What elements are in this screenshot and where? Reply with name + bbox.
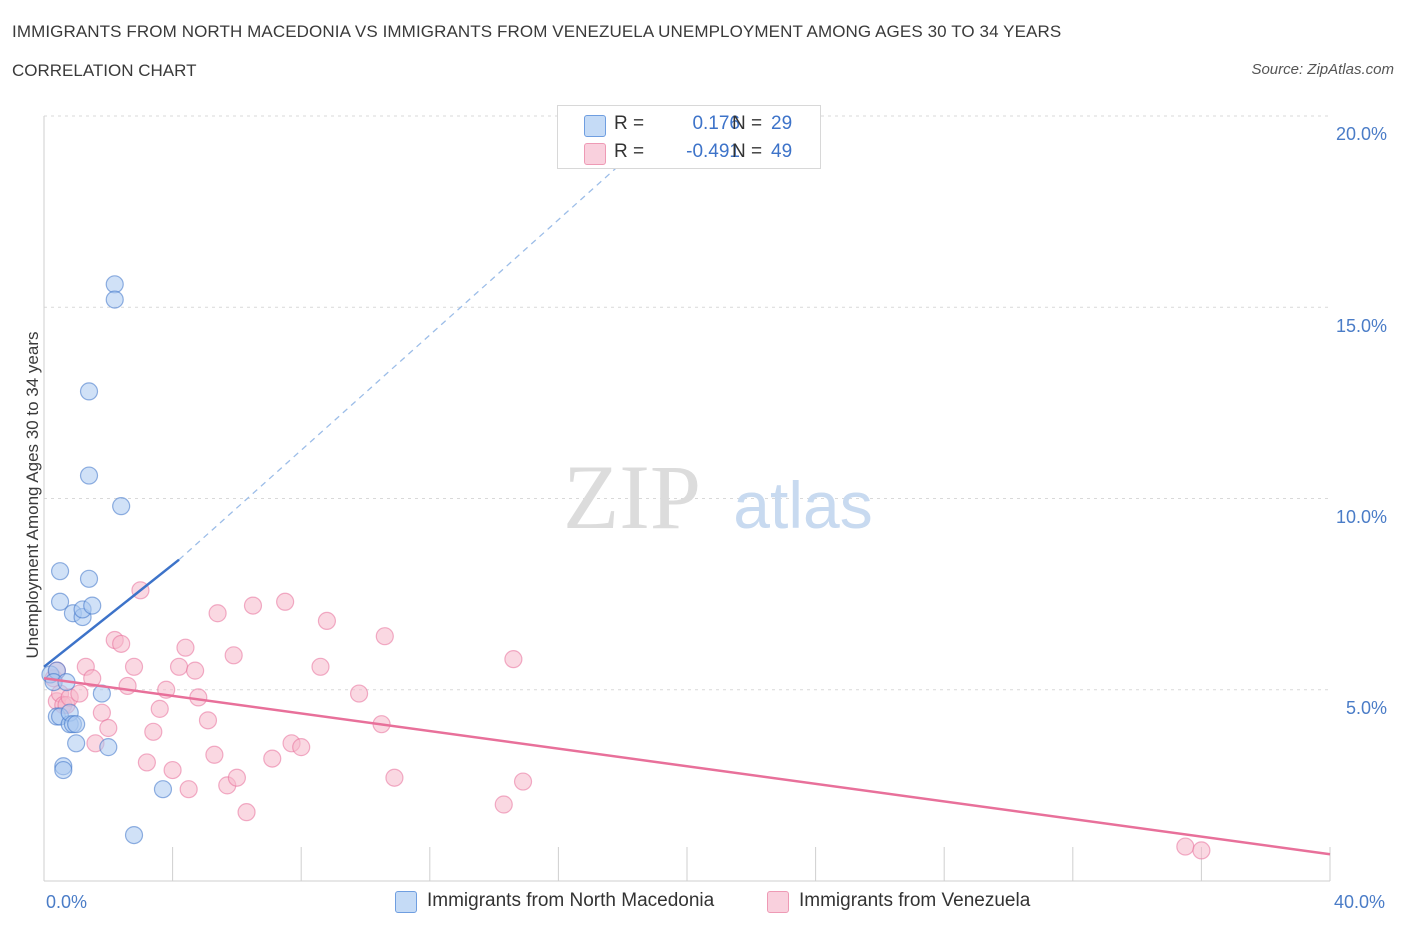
series-north-macedonia-points [41,275,173,845]
y-tick-label-15: 15.0% [1336,316,1388,336]
venezuela-point [1176,837,1195,856]
venezuela-point [176,638,195,657]
venezuela-point [227,768,246,787]
gridlines [44,115,1330,691]
venezuela-point [208,604,227,623]
legend-n-label: N = [732,141,763,162]
venezuela-point [243,596,263,615]
series-venezuela-points [44,581,1211,860]
north-macedonia-point [99,738,118,757]
bottom-legend-swatch-pink [767,891,789,913]
north-macedonia-point [54,760,73,780]
x-tick-label-min: 0.0% [46,892,88,912]
venezuela-point [150,699,169,718]
bottom-legend-label: Immigrants from North Macedonia [427,890,715,911]
venezuela-point [1192,841,1211,860]
legend-n-value: 49 [771,141,793,162]
venezuela-point [137,753,156,772]
venezuela-point [144,722,163,741]
north-macedonia-point [79,382,99,401]
venezuela-point [385,768,404,787]
venezuela-point [198,711,218,730]
legend-n-label: N = [732,113,763,134]
venezuela-point [263,749,282,768]
venezuela-point [513,772,533,791]
north-macedonia-point [67,715,86,734]
north-macedonia-point [105,290,124,309]
legend-r-value: -0.491 [686,141,740,162]
venezuela-point [311,657,330,676]
x-tick-label-max: 40.0% [1334,892,1386,912]
chart-title: IMMIGRANTS FROM NORTH MACEDONIA VS IMMIG… [12,22,1062,41]
venezuela-point [83,669,102,688]
venezuela-point [99,718,118,738]
venezuela-point [292,738,311,757]
y-tick-label-5: 5.0% [1346,698,1388,718]
chart-subtitle: CORRELATION CHART [12,61,197,80]
venezuela-point [349,684,369,703]
legend-r-value: 0.176 [692,113,740,134]
legend-swatch-pink [584,143,606,165]
venezuela-point [124,657,144,676]
axes [43,116,1331,882]
north-macedonia-point [67,734,86,753]
venezuela-point [276,592,295,611]
venezuela-point [70,684,89,703]
north-macedonia-point [124,825,144,845]
venezuela-point [92,703,111,722]
venezuela-point [494,795,513,814]
bottom-legend-label: Immigrants from Venezuela [799,890,1031,911]
source-label: Source: ZipAtlas.com [1251,61,1394,78]
north-macedonia-point [79,569,99,588]
venezuela-point [163,760,182,780]
y-axis-label: Unemployment Among Ages 30 to 34 years [23,331,42,659]
venezuela-point [375,627,394,646]
north-macedonia-point [105,275,124,294]
trend-lines [43,115,1331,856]
legend-r-label: R = [614,113,645,134]
venezuela-point [186,661,205,680]
venezuela-point [237,803,256,822]
legend-swatch-blue [584,115,606,137]
legend-r-label: R = [614,141,645,162]
venezuela-point [118,676,137,696]
y-tick-label-20: 20.0% [1336,124,1388,144]
venezuela-point [224,646,243,665]
venezuela-point [504,650,523,669]
bottom-legend-swatch-blue [395,891,417,913]
watermark-zip: ZIP [563,446,701,548]
watermark-atlas: atlas [733,468,872,542]
north-macedonia-point [79,466,99,485]
venezuela-point [179,780,198,799]
y-tick-label-10: 10.0% [1336,507,1388,527]
north-macedonia-point [83,596,102,615]
venezuela-point [112,634,131,653]
legend-n-value: 29 [771,113,793,134]
venezuela-trend-line [43,677,1331,856]
correlation-legend: R = 0.176 N = 29 R = -0.491 N = 49 [557,105,821,169]
venezuela-point [169,657,189,676]
north-macedonia-point [153,780,173,799]
venezuela-point [317,611,337,631]
north-macedonia-trend-line [43,558,180,668]
north-macedonia-point [112,497,131,516]
north-macedonia-trend-extension [178,115,675,561]
venezuela-point [205,745,224,764]
north-macedonia-point [50,562,70,581]
north-macedonia-point [50,592,70,611]
